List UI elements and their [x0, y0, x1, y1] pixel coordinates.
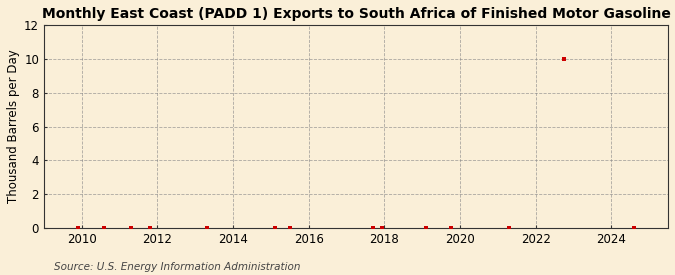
Point [126, 226, 136, 230]
Point [201, 226, 212, 230]
Point [99, 226, 110, 230]
Title: Monthly East Coast (PADD 1) Exports to South Africa of Finished Motor Gasoline: Monthly East Coast (PADD 1) Exports to S… [42, 7, 670, 21]
Point [368, 226, 379, 230]
Point [144, 226, 155, 230]
Point [446, 226, 456, 230]
Point [284, 226, 295, 230]
Y-axis label: Thousand Barrels per Day: Thousand Barrels per Day [7, 50, 20, 204]
Point [269, 226, 280, 230]
Point [73, 226, 84, 230]
Point [628, 226, 639, 230]
Point [421, 226, 431, 230]
Point [504, 226, 514, 230]
Point [559, 57, 570, 61]
Text: Source: U.S. Energy Information Administration: Source: U.S. Energy Information Administ… [54, 262, 300, 272]
Point [377, 226, 388, 230]
